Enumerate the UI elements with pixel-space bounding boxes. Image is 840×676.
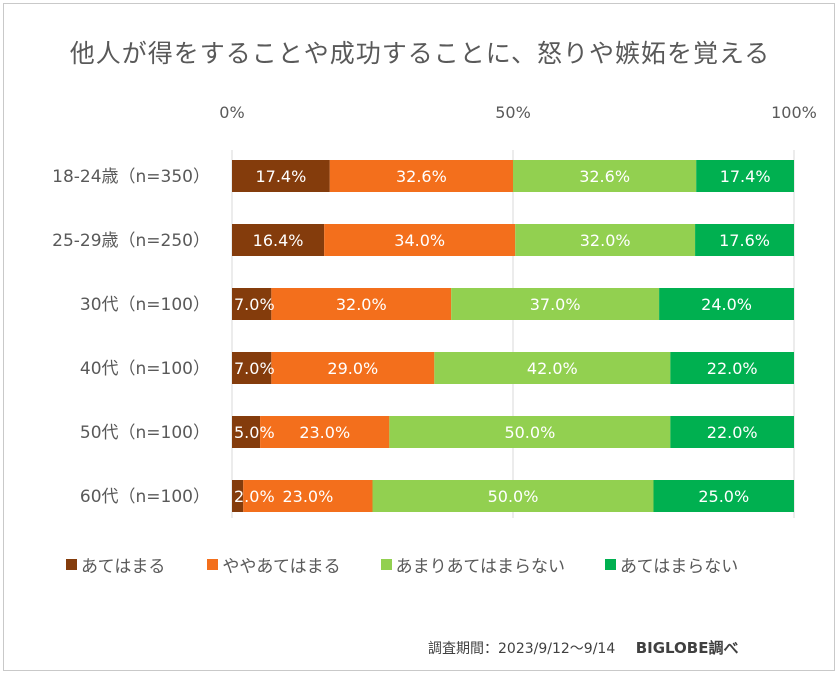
legend-item: あてはまらない <box>604 552 739 577</box>
bar-segment <box>434 352 671 384</box>
data-label: 7.0% <box>234 295 275 314</box>
legend-swatch <box>66 559 77 570</box>
data-label: 34.0% <box>394 231 445 250</box>
legend-item: あてはまる <box>66 552 165 577</box>
legend-label: あてはまる <box>81 557 166 577</box>
bar-segment <box>696 160 794 192</box>
gridlines <box>231 150 795 518</box>
bars <box>232 160 794 512</box>
x-axis-ticks: 0% 50% 100% <box>219 103 817 122</box>
data-labels: 17.4% 32.6% 32.6% 17.4% 16.4% 34.0% 32.0% 17.6%… <box>234 167 771 506</box>
data-label: 32.0% <box>336 295 387 314</box>
bar-segment <box>670 416 794 448</box>
bar-segment <box>372 480 654 512</box>
bar-segment <box>451 288 660 320</box>
x-tick-label: 100% <box>771 103 817 122</box>
bar-segment <box>260 416 390 448</box>
bar-segment <box>271 288 452 320</box>
legend-label: あてはまらない <box>619 557 739 577</box>
bar-segment <box>232 416 261 448</box>
bar-segment <box>329 160 513 192</box>
stacked-bar-chart: 0% 50% 100% 18-24歳（n=350） 25-29歳（n=250） 30代（… <box>52 103 817 518</box>
category-label: 18-24歳（n=350） <box>52 167 210 187</box>
data-label: 23.0% <box>282 487 333 506</box>
bar-segment <box>513 160 697 192</box>
data-label: 32.0% <box>580 231 631 250</box>
data-label: 22.0% <box>707 423 758 442</box>
data-label: 16.4% <box>253 231 304 250</box>
data-label: 50.0% <box>488 487 539 506</box>
x-tick-label: 50% <box>495 103 531 122</box>
bar-segment <box>515 224 696 256</box>
bar-segment <box>695 224 794 256</box>
bar-segment <box>232 288 272 320</box>
legend-item: あまりあてはまらない <box>380 552 565 577</box>
category-label: 60代（n=100） <box>80 487 210 507</box>
x-tick-label: 0% <box>219 103 244 122</box>
data-label: 29.0% <box>327 359 378 378</box>
bar-segment <box>324 224 516 256</box>
data-label: 17.4% <box>720 167 771 186</box>
data-label: 2.0% <box>234 487 275 506</box>
data-label: 32.6% <box>396 167 447 186</box>
data-label: 32.6% <box>579 167 630 186</box>
chart-title: 他人が得をすることや成功することに、怒りや嫉妬を覚える <box>69 39 771 68</box>
data-label: 7.0% <box>234 359 275 378</box>
data-label: 5.0% <box>234 423 275 442</box>
category-label: 25-29歳（n=250） <box>52 231 210 251</box>
bar-segment <box>232 224 325 256</box>
footer: 調査期間：2023/9/12～9/14 BIGLOBE調べ <box>428 637 738 658</box>
bar-segment <box>670 352 794 384</box>
data-label: 37.0% <box>530 295 581 314</box>
legend-item: ややあてはまる <box>207 552 341 577</box>
data-label: 23.0% <box>299 423 350 442</box>
legend-swatch <box>380 559 392 570</box>
chart-frame <box>3 3 835 671</box>
bar-segment <box>232 480 244 512</box>
bar-segment <box>271 352 435 384</box>
bar-segment <box>653 480 794 512</box>
data-label: 17.4% <box>255 167 306 186</box>
bar-segment <box>659 288 794 320</box>
y-axis-categories: 18-24歳（n=350） 25-29歳（n=250） 30代（n=100） 40代（… <box>52 167 210 507</box>
legend-swatch <box>604 559 616 570</box>
data-label: 25.0% <box>698 487 749 506</box>
category-label: 40代（n=100） <box>80 359 210 379</box>
survey-period: 調査期間：2023/9/12～9/14 <box>428 641 616 657</box>
data-label: 50.0% <box>504 423 555 442</box>
bar-segment <box>232 352 272 384</box>
bar-segment <box>243 480 373 512</box>
bar-segment <box>232 160 330 192</box>
legend-label: ややあてはまる <box>222 557 341 577</box>
legend-swatch <box>207 559 219 570</box>
bar-segment <box>389 416 671 448</box>
data-label: 22.0% <box>707 359 758 378</box>
category-label: 50代（n=100） <box>80 423 210 443</box>
data-label: 42.0% <box>527 359 578 378</box>
category-label: 30代（n=100） <box>80 295 210 315</box>
data-label: 24.0% <box>701 295 752 314</box>
legend-label: あまりあてはまらない <box>395 557 565 577</box>
legend: あてはまる ややあてはまる あまりあてはまらない あてはまらない <box>66 552 738 577</box>
source-brand: BIGLOBE調べ <box>635 639 739 657</box>
data-label: 17.6% <box>719 231 770 250</box>
